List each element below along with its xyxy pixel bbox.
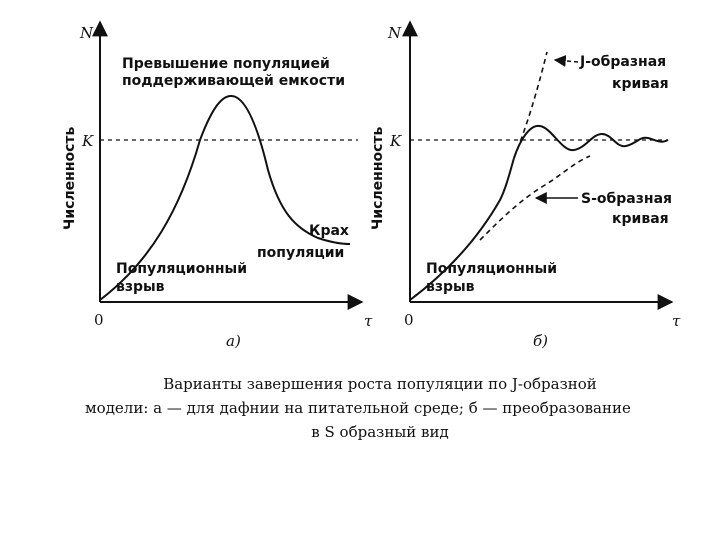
panel-b-oscillation-curve [513, 124, 669, 159]
panel-b-origin: 0 [404, 311, 414, 329]
panel-b-label: б) [533, 332, 548, 350]
panel-b-boom-line2: взрыв [426, 279, 475, 295]
caption-line-2: модели: а — для дафнии на питательной ср… [85, 399, 631, 417]
panel-b-y-axis-symbol: N [387, 24, 402, 42]
panel-a-label: а) [226, 332, 241, 350]
panel-b-s-curve [479, 155, 591, 241]
panel-a-overshoot-line2: поддерживающей емкости [122, 73, 345, 89]
panel-b-j-line2: кривая [612, 76, 669, 92]
panel-a-k-label: K [81, 132, 94, 150]
panel-a-overshoot-curve [99, 95, 351, 301]
panel-b-k-label: K [389, 132, 402, 150]
panel-b-j-line1: J-образная [579, 54, 666, 70]
panel-a-ylabel: Численность [62, 126, 78, 230]
caption-line-1: Варианты завершения роста популяции по J… [163, 375, 597, 393]
panel-b-j-curve [513, 51, 548, 159]
panel-a-crash-line2: популяции [257, 245, 344, 261]
panel-b-s-line2: кривая [612, 211, 669, 227]
panel-b-ylabel: Численность [370, 126, 386, 230]
panel-b: N τ 0 K Численность J-образная кривая S-… [370, 20, 681, 350]
panel-a-origin: 0 [94, 311, 104, 329]
panel-b-s-line1: S-образная [581, 191, 672, 207]
panel-a-boom-line2: взрыв [116, 279, 165, 295]
panel-a-x-axis-symbol: τ [364, 312, 373, 330]
caption-line-3: в S образный вид [311, 423, 449, 441]
panel-a-crash-line1: Крах [309, 223, 349, 239]
panel-a: N τ 0 K Численность Превышение популяцие… [62, 20, 373, 350]
figure-caption: Варианты завершения роста популяции по J… [60, 372, 700, 444]
panel-b-x-axis-symbol: τ [672, 312, 681, 330]
panel-a-overshoot-line1: Превышение популяцией [122, 56, 330, 72]
panel-a-boom-line1: Популяционный [116, 261, 247, 277]
panel-a-y-axis-symbol: N [79, 24, 94, 42]
panel-b-growth-curve [409, 157, 515, 301]
panel-b-j-arrow [553, 54, 579, 67]
panel-b-boom-line1: Популяционный [426, 261, 557, 277]
